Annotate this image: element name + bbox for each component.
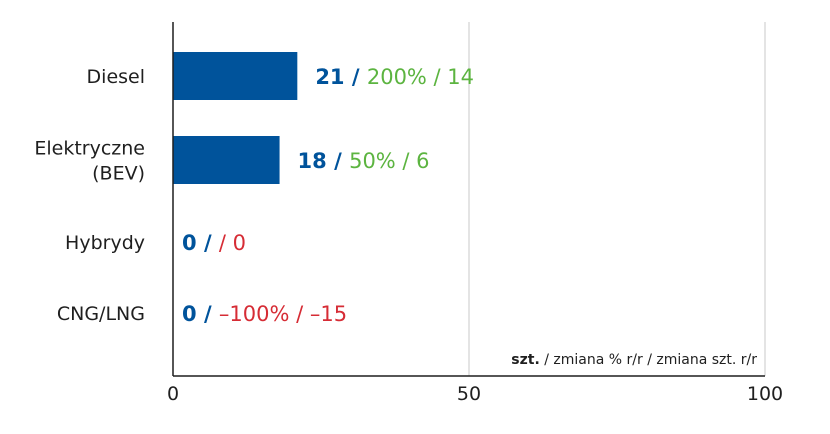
- bar: [173, 52, 298, 100]
- x-tick-label: 100: [747, 383, 783, 405]
- data-label: 0 / –100% / –15: [182, 302, 347, 326]
- cropped-next-section-heading: [30, 424, 180, 434]
- category-label: Diesel: [87, 66, 145, 88]
- bar-chart: Diesel Elektryczne (BEV) Hybrydy CNG/LNG 21 …: [34, 22, 783, 405]
- data-labels: 21 / 200% / 14 18 / 50% / 6 0 / / 0 0 / –10…: [182, 65, 474, 326]
- x-tick-label: 50: [457, 383, 481, 405]
- category-label: CNG/LNG: [57, 303, 145, 325]
- legend-note: szt. / zmiana % r/r / zmiana szt. r/r: [511, 352, 757, 368]
- x-tick-label: 0: [167, 383, 179, 405]
- data-label: 21 / 200% / 14: [315, 65, 474, 89]
- category-label: Hybrydy: [65, 232, 145, 254]
- grid-lines: [468, 22, 766, 376]
- bar: [173, 136, 280, 184]
- category-labels: Diesel Elektryczne (BEV) Hybrydy CNG/LNG: [34, 66, 145, 325]
- data-label: 0 / / 0: [182, 231, 246, 255]
- bars: [173, 52, 298, 184]
- category-label: Elektryczne (BEV): [34, 138, 145, 185]
- data-label: 18 / 50% / 6: [298, 149, 430, 173]
- x-tick-labels: 0 50 100: [167, 383, 783, 405]
